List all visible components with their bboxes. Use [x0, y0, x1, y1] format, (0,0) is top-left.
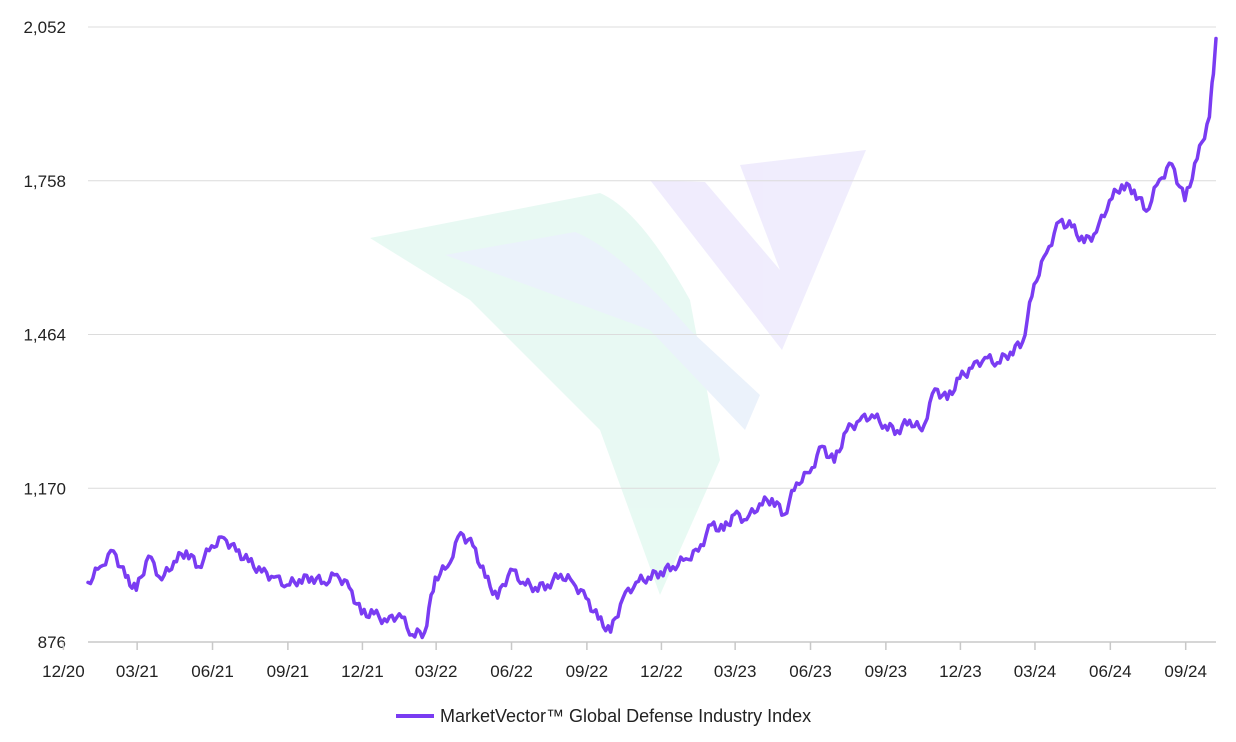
legend: MarketVector™ Global Defense Industry In…: [396, 706, 811, 726]
y-tick-label: 2,052: [23, 18, 66, 37]
y-axis-ticks: 876 1,170 1,464 1,758 2,052: [23, 18, 66, 652]
x-tick-label: 12/20: [42, 662, 85, 681]
y-tick-label: 1,758: [23, 172, 66, 191]
y-tick-label: 1,170: [23, 479, 66, 498]
x-tick-label: 06/22: [490, 662, 533, 681]
x-tick-label: 06/21: [191, 662, 234, 681]
x-tick-label: 12/22: [640, 662, 683, 681]
x-tick-label: 12/21: [341, 662, 384, 681]
series-line: [86, 36, 1218, 640]
x-tick-label: 12/23: [939, 662, 982, 681]
x-axis-ticks: 12/20 03/21 06/21 09/21 12/21 03/22 06/22 09/22…: [42, 642, 1207, 681]
x-tick-label: 03/21: [116, 662, 159, 681]
series-layer: [86, 36, 1218, 640]
x-tick-label: 06/23: [789, 662, 832, 681]
x-tick-label: 09/22: [566, 662, 609, 681]
y-tick-label: 1,464: [23, 326, 66, 345]
x-tick-label: 03/23: [714, 662, 757, 681]
watermark-band-violet: [650, 150, 866, 350]
x-tick-label: 03/22: [415, 662, 458, 681]
legend-label: MarketVector™ Global Defense Industry In…: [440, 706, 811, 726]
x-tick-label: 09/23: [865, 662, 908, 681]
watermark-logo: [370, 150, 866, 595]
grid-lines: [88, 26, 1216, 489]
x-tick-label: 09/21: [267, 662, 310, 681]
x-tick-label: 09/24: [1164, 662, 1207, 681]
watermark-band-blue: [445, 232, 760, 430]
y-tick-label: 876: [38, 633, 66, 652]
x-tick-label: 03/24: [1014, 662, 1057, 681]
x-tick-label: 06/24: [1089, 662, 1132, 681]
